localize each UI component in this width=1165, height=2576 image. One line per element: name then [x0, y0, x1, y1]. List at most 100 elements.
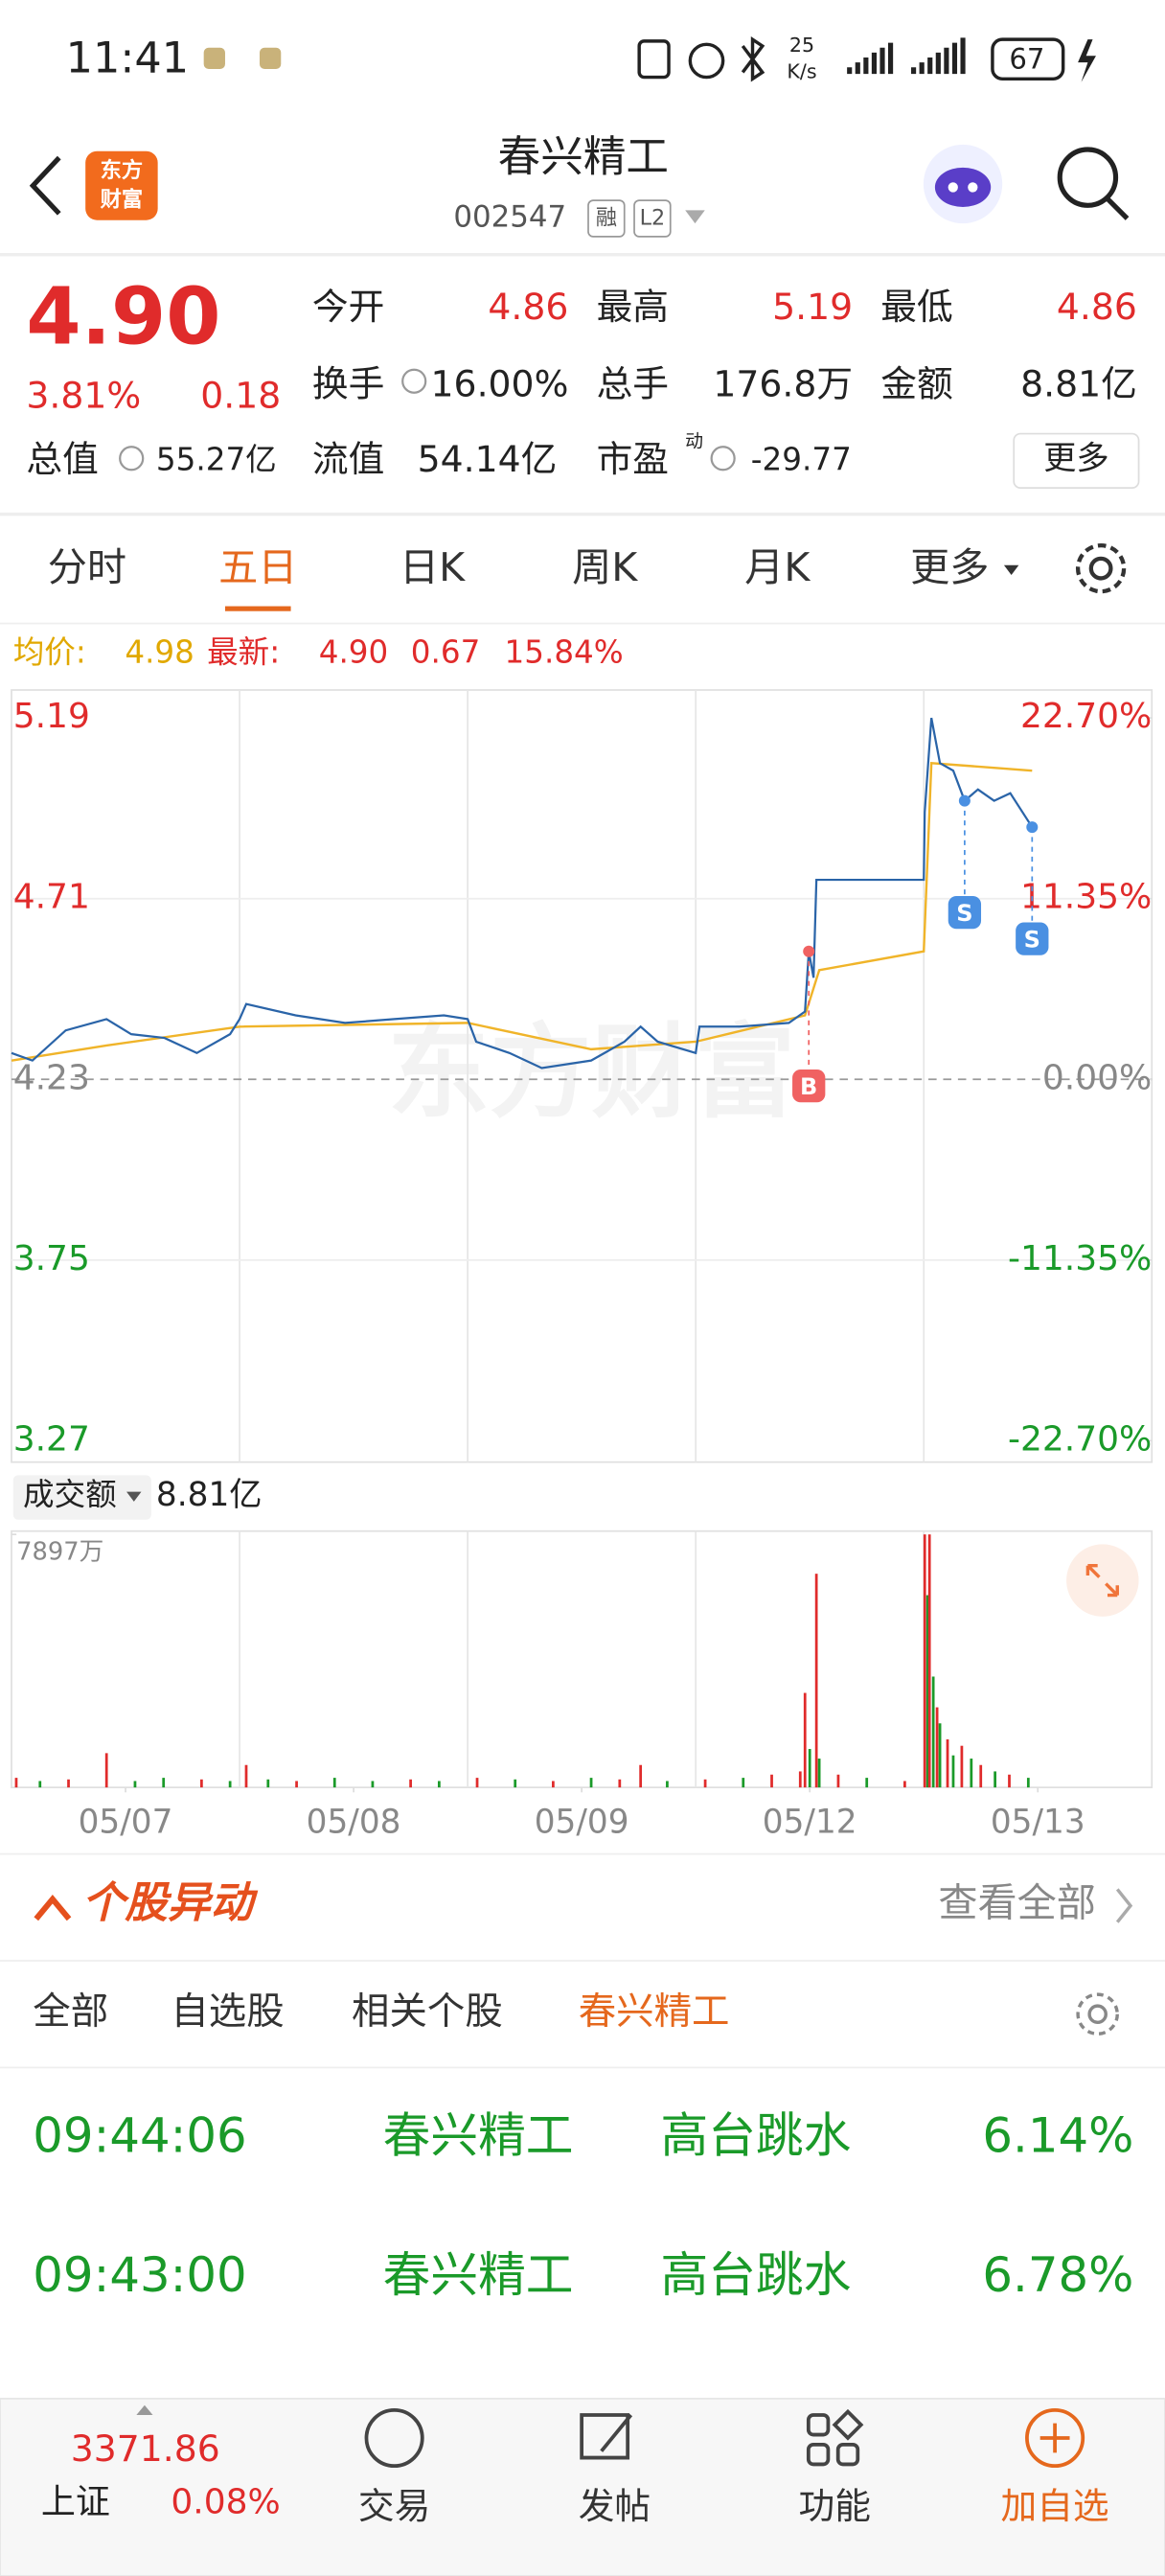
y-tick-label: 4.23	[13, 1058, 90, 1097]
trade-badge	[1016, 922, 1049, 955]
x-tick-label: 05/12	[763, 1803, 857, 1841]
alert-tab[interactable]: 相关个股	[352, 1990, 503, 2034]
chart-settings[interactable]	[1075, 543, 1127, 594]
back-button[interactable]	[29, 155, 61, 216]
volume-bar	[162, 1778, 166, 1788]
volume-bar	[903, 1781, 906, 1788]
price-line	[11, 717, 1034, 1070]
alert-tab[interactable]: 春兴精工	[579, 1990, 730, 2034]
volume-bar	[295, 1781, 298, 1788]
volume-bar	[935, 1707, 939, 1788]
volume-bar	[1026, 1778, 1030, 1788]
expand-button[interactable]	[1066, 1544, 1139, 1617]
volume-bar	[133, 1781, 137, 1788]
field-label: 换手	[312, 362, 384, 404]
chart-tab[interactable]: 日K	[400, 544, 466, 590]
field-label: 流值	[312, 438, 384, 480]
nav-item[interactable]: 交易	[358, 2485, 430, 2527]
nav-item[interactable]: 发帖	[579, 2485, 651, 2527]
legend-pct: 15.84%	[505, 633, 624, 670]
more-button[interactable]: 更多	[1043, 440, 1109, 478]
info-icon	[401, 368, 427, 394]
app-logo	[85, 150, 158, 220]
chart-tab[interactable]: 分时	[48, 544, 126, 590]
volume-max-label: 7897万	[16, 1538, 103, 1567]
trade-badge	[792, 1070, 826, 1103]
volume-bar	[817, 1759, 821, 1788]
volume-selector[interactable]	[12, 1475, 151, 1520]
volume-bar	[552, 1781, 555, 1788]
volume-bar	[475, 1778, 479, 1788]
y2-tick-label: -11.35%	[1008, 1239, 1152, 1278]
chart-tab[interactable]: 更多	[910, 544, 989, 590]
chart-tab[interactable]: 月K	[744, 544, 811, 590]
nav-item[interactable]: 加自选	[1000, 2485, 1108, 2527]
view-all-arrow[interactable]	[1115, 1888, 1133, 1923]
volume-bar	[951, 1755, 955, 1788]
trade-point	[958, 794, 971, 807]
trade-badge	[948, 896, 982, 930]
legend-avg-value: 4.98	[125, 633, 194, 670]
volume-total: 8.81亿	[156, 1476, 263, 1514]
network-speed-unit: K/s	[787, 59, 816, 82]
alert-type: 高台跳水	[660, 2108, 851, 2164]
trade-label: S	[956, 900, 972, 927]
divider	[0, 1852, 1165, 1855]
assistant-avatar[interactable]	[923, 144, 1003, 224]
chart-tab[interactable]: 周K	[572, 544, 638, 590]
volume-bar	[970, 1759, 973, 1788]
volume-bar	[703, 1779, 707, 1788]
field-label: 最高	[597, 286, 669, 328]
more-button-frame[interactable]	[1013, 432, 1140, 489]
volume-bar	[639, 1764, 643, 1788]
volume-bar	[770, 1774, 773, 1788]
stock-code: 002547	[453, 200, 566, 235]
change-percent: 3.81%	[26, 374, 141, 416]
volume-bar	[979, 1764, 983, 1788]
volume-title: 成交额	[23, 1477, 117, 1513]
volume-bar	[371, 1781, 375, 1788]
trade-label: S	[1024, 926, 1040, 953]
search-button[interactable]	[1057, 147, 1130, 220]
volume-bar	[1008, 1774, 1011, 1788]
code-dropdown[interactable]	[685, 210, 705, 224]
collapse-icon[interactable]	[34, 1895, 72, 1921]
field-value: -29.77	[751, 442, 852, 478]
legend-last-value: 4.90	[319, 633, 389, 670]
price-chart-frame	[11, 689, 1154, 1463]
volume-bar	[228, 1781, 232, 1788]
divider	[0, 1960, 1165, 1962]
trade-point	[1026, 821, 1039, 834]
volume-bar	[931, 1676, 935, 1788]
y2-tick-label: -22.70%	[1008, 1419, 1152, 1459]
volume-bar	[814, 1574, 818, 1788]
field-value: 16.00%	[431, 362, 569, 404]
volume-bar	[960, 1745, 964, 1788]
divider	[0, 253, 1165, 257]
tag-frame	[633, 199, 672, 238]
field-value: 8.81亿	[1020, 362, 1137, 404]
view-all[interactable]: 查看全部	[938, 1880, 1096, 1926]
alert-tab[interactable]: 自选股	[171, 1990, 284, 2034]
field-label: 最低	[880, 286, 952, 328]
legend-last-label: 最新:	[207, 633, 280, 670]
alert-stock: 春兴精工	[383, 2108, 574, 2164]
trade-label: B	[800, 1073, 817, 1100]
info-icon	[119, 446, 145, 472]
alert-tab[interactable]: 全部	[33, 1990, 108, 2034]
alert-settings[interactable]	[1076, 1992, 1119, 2036]
chart-tab[interactable]: 五日	[218, 544, 297, 590]
alert-pct: 6.78%	[982, 2247, 1133, 2303]
field-label: 金额	[880, 362, 952, 404]
volume-bar	[808, 1749, 811, 1788]
alert-stock: 春兴精工	[383, 2247, 574, 2303]
avg-line	[11, 761, 1033, 1062]
volume-bar	[865, 1778, 869, 1788]
nav-item[interactable]: 功能	[799, 2485, 871, 2527]
divider	[0, 512, 1165, 517]
volume-bar	[938, 1723, 942, 1788]
tab-more-arrow	[1003, 564, 1019, 575]
volume-bar	[514, 1779, 517, 1788]
alert-pct: 6.14%	[982, 2108, 1133, 2164]
